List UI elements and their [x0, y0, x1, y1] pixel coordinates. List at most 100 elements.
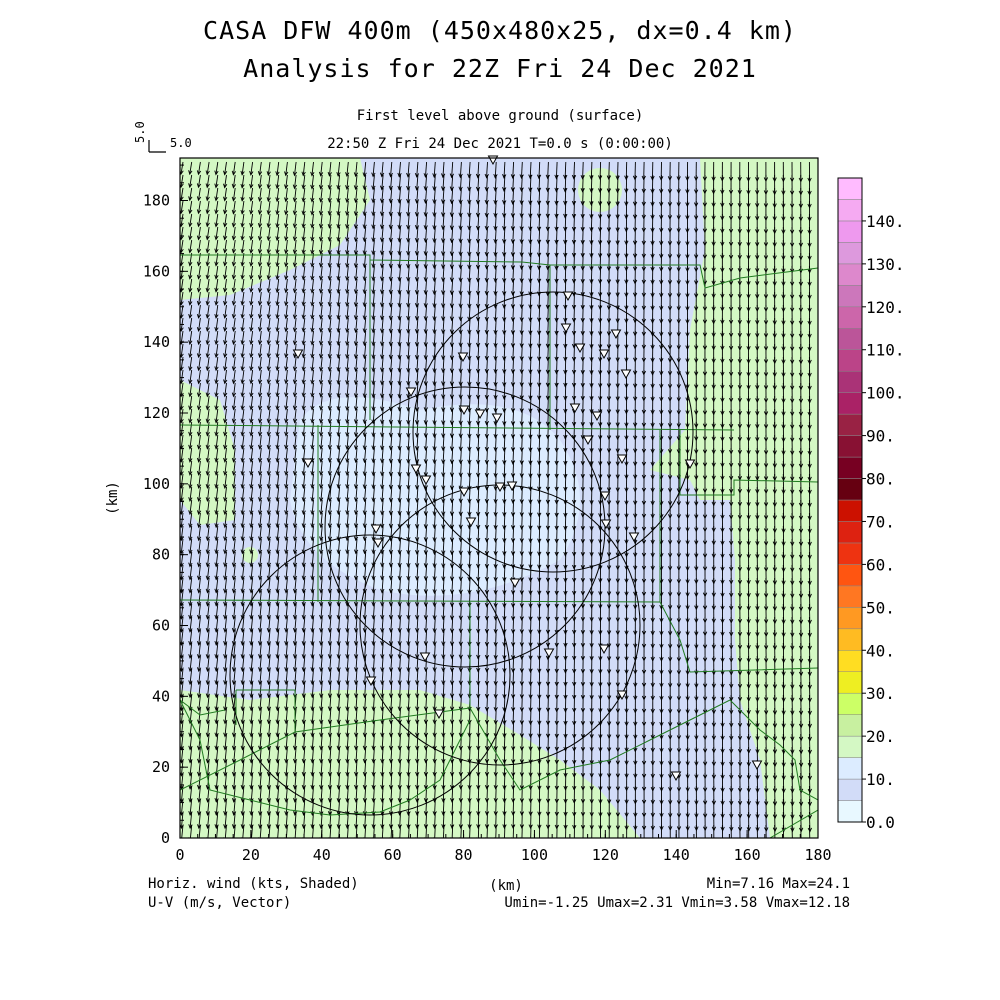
wind-vector-head: [449, 498, 455, 504]
wind-vector-head: [414, 237, 420, 243]
wind-vector-head: [415, 601, 420, 607]
wind-vector: [425, 434, 428, 451]
wind-vector: [294, 499, 297, 515]
wind-vector-head: [284, 523, 289, 529]
wind-vector-head: [450, 798, 455, 803]
wind-vector: [433, 174, 436, 191]
wind-vector: [460, 590, 462, 607]
wind-vector: [416, 226, 419, 242]
wind-vector: [363, 174, 367, 190]
wind-vector: [451, 395, 454, 412]
wind-vector-head: [432, 537, 437, 543]
wind-vector: [268, 642, 271, 659]
wind-vector-head: [292, 301, 298, 307]
wind-vector: [311, 356, 314, 371]
wind-vector-head: [336, 693, 341, 699]
wind-vector: [390, 577, 393, 593]
wind-vector: [311, 473, 314, 488]
wind-vector: [268, 577, 271, 593]
wind-vector-head: [493, 342, 498, 348]
wind-vector: [486, 382, 488, 399]
wind-vector-head: [266, 405, 271, 411]
wind-vector: [259, 265, 262, 280]
wind-vector: [451, 460, 454, 477]
wind-vector: [451, 447, 454, 464]
wind-vector: [268, 603, 271, 619]
wind-vector-head: [510, 330, 516, 336]
wind-vector-head: [240, 575, 245, 581]
wind-vector-head: [196, 667, 202, 673]
wind-vector-head: [423, 186, 428, 192]
wind-vector: [486, 694, 488, 711]
wind-vector: [416, 720, 419, 737]
wind-vector: [329, 759, 332, 776]
wind-vector: [425, 356, 428, 373]
wind-vector-head: [458, 693, 463, 699]
wind-vector-head: [327, 314, 332, 320]
wind-vector-head: [205, 196, 210, 202]
wind-vector: [399, 772, 401, 789]
wind-vector: [442, 590, 445, 607]
wind-vector-head: [414, 224, 420, 230]
wind-vector: [224, 577, 227, 593]
wind-vector: [381, 629, 384, 645]
wind-vector: [346, 525, 349, 541]
wind-vector: [503, 616, 506, 633]
wind-vector: [381, 525, 384, 541]
wind-vector: [425, 486, 428, 503]
wind-vector: [416, 551, 419, 567]
wind-vector-head: [442, 851, 445, 855]
wind-vector: [180, 395, 184, 410]
wind-vector: [372, 499, 375, 515]
wind-vector-head: [205, 418, 210, 424]
wind-vector: [486, 668, 488, 685]
wind-vector-head: [432, 654, 437, 660]
wind-vector-head: [519, 512, 524, 518]
wind-vector: [276, 603, 280, 619]
wind-vector-head: [223, 418, 228, 424]
wind-vector-head: [415, 667, 420, 673]
wind-vector-head: [301, 575, 306, 581]
wind-vector-head: [310, 262, 315, 268]
wind-vector: [346, 330, 349, 346]
wind-vector: [399, 486, 401, 502]
wind-vector: [311, 304, 314, 319]
wind-vector-head: [371, 185, 376, 191]
wind-vector: [206, 421, 210, 436]
wind-vector-head: [510, 265, 516, 271]
wind-vector: [494, 252, 497, 269]
wind-vector-head: [223, 614, 228, 620]
wind-vector: [487, 837, 488, 838]
wind-vector-head: [467, 550, 472, 556]
wind-vector-head: [476, 758, 481, 764]
wind-vector: [180, 486, 184, 502]
wind-vector: [512, 330, 515, 348]
wind-vector: [433, 330, 436, 347]
wind-vector-head: [371, 211, 376, 217]
wind-vector: [268, 551, 271, 567]
wind-vector: [407, 733, 410, 750]
wind-vector-head: [345, 341, 350, 347]
wind-vector-head: [319, 457, 324, 463]
wind-vector-head: [415, 536, 420, 542]
wind-vector: [304, 837, 305, 838]
wind-vector-head: [406, 289, 411, 295]
wind-vector-head: [249, 510, 254, 516]
wind-vector-head: [292, 523, 298, 529]
wind-vector-head: [510, 369, 516, 375]
wind-vector-head: [388, 263, 394, 269]
wind-vector: [329, 369, 332, 384]
wind-vector: [407, 434, 410, 450]
wind-vector: [433, 395, 436, 412]
wind-vector: [372, 603, 375, 619]
wind-vector: [460, 798, 462, 815]
wind-vector-head: [223, 640, 228, 646]
wind-vector: [303, 655, 306, 672]
wind-vector-head: [380, 367, 385, 373]
wind-vector-head: [415, 680, 420, 686]
wind-vector: [215, 694, 219, 711]
wind-vector: [250, 330, 254, 345]
wind-vector-head: [196, 248, 202, 254]
wind-vector: [337, 330, 341, 345]
wind-vector-head: [371, 654, 376, 660]
